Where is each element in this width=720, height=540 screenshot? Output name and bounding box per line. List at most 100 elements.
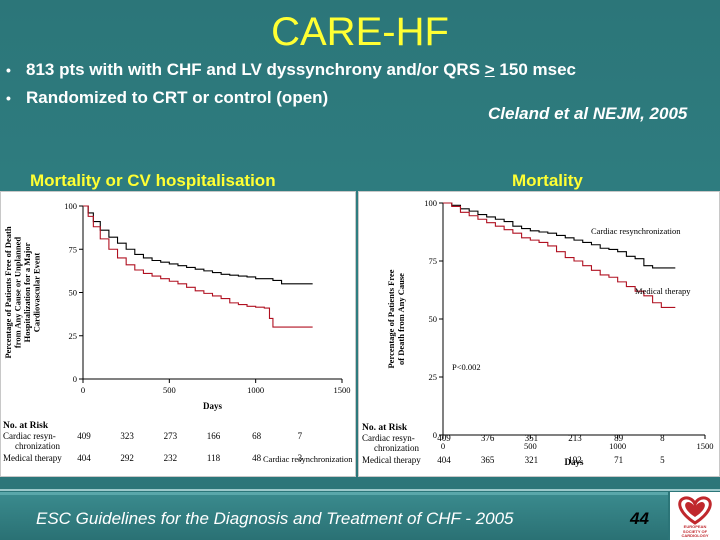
risk-value: 8 (660, 433, 665, 443)
risk-row-label: Medical therapy (3, 453, 62, 463)
bullet-text: Randomized to CRT or control (open) (26, 88, 329, 107)
risk-value: 192 (568, 455, 582, 465)
risk-value: 404 (437, 455, 451, 465)
x-tick-label: 1500 (697, 441, 714, 451)
risk-value: 118 (206, 453, 221, 463)
risk-value: 71 (614, 455, 624, 465)
y-tick-label: 75 (69, 244, 78, 254)
risk-table: No. at Risk Cardiac resyn-chronization 409… (3, 421, 357, 465)
y-tick-label: 75 (429, 256, 438, 266)
x-tick-label: 1500 (334, 385, 351, 395)
series-line-crt (83, 205, 313, 285)
y-axis-label: Percentage of Patients Free of Death from… (386, 269, 406, 368)
risk-value: 323 (120, 431, 134, 441)
risk-value: 273 (163, 431, 178, 441)
y-tick-label: 25 (429, 372, 438, 382)
esc-logo: EUROPEAN SOCIETY OF CARDIOLOGY (670, 492, 720, 540)
chart-panel-mortality: 0 25 50 75 100 0 500 1000 1500 Days Percentage of … (358, 191, 720, 477)
bullet-list: • 813 pts with with CHF and LV dyssynchr… (6, 60, 576, 116)
page-number: 44 (630, 509, 649, 528)
risk-row-label: Medical therapy (362, 455, 421, 465)
risk-row-label-line: Cardiac resyn- (362, 433, 415, 443)
y-tick-label: 100 (64, 201, 77, 211)
risk-value: 166 (206, 431, 221, 441)
risk-value: 68 (252, 431, 262, 441)
bullet-dot-icon: • (6, 90, 11, 106)
y-axis-label-line: Cardiovascular Event (32, 253, 42, 333)
y-tick-label: 50 (429, 314, 438, 324)
risk-table-header: No. at Risk (3, 421, 49, 431)
y-tick-label: 100 (424, 198, 437, 208)
bullet-item: • Randomized to CRT or control (open) (6, 88, 576, 116)
series-label: Cardiac resynchronization (591, 226, 681, 236)
logo-text-line: EUROPEAN (683, 524, 707, 529)
risk-value: 3 (297, 453, 303, 463)
x-tick-label: 1000 (609, 441, 626, 451)
risk-table: No. at Risk Cardiac resyn-chronization 409… (362, 423, 720, 467)
risk-row-label-line: Cardiac resyn- (3, 431, 56, 441)
risk-table-row: Medical therapy 404 292 232 118 48 3 (3, 453, 357, 465)
x-tick-label: 1000 (247, 385, 264, 395)
risk-value: 7 (297, 431, 303, 441)
panel-title-left: Mortality or CV hospitalisation (30, 171, 276, 190)
y-axis-label-line: from Any Cause or Unplanned (13, 237, 23, 348)
x-axis-label: Days (203, 401, 222, 411)
risk-value: 89 (614, 433, 624, 443)
risk-value: 409 (437, 433, 451, 443)
risk-value: 48 (252, 453, 262, 463)
footer-rule (0, 489, 720, 491)
x-tick-label: 500 (163, 385, 176, 395)
y-axis-label-line: Percentage of Patients Free (386, 269, 396, 368)
risk-value: 321 (524, 455, 539, 465)
bullet-text-end: 150 msec (494, 60, 576, 79)
x-tick-label: 0 (81, 385, 85, 395)
bullet-item: • 813 pts with with CHF and LV dyssynchr… (6, 60, 576, 88)
risk-table-row: Cardiac resyn-chronization 409 323 273 166 68… (3, 431, 357, 453)
panel-title-right: Mortality (512, 171, 583, 190)
heart-logo-icon (678, 496, 712, 525)
series-label: Medical therapy (635, 286, 691, 296)
series-line-medical (443, 202, 676, 308)
series-line-crt (443, 202, 676, 269)
citation: Cleland et al NEJM, 2005 (488, 104, 688, 123)
bullet-text-start: 813 pts with with CHF and LV dyssynchron… (26, 60, 485, 79)
risk-value: 351 (524, 433, 539, 443)
risk-value: 213 (568, 433, 582, 443)
risk-value: 292 (120, 453, 134, 463)
risk-value: 376 (480, 433, 495, 443)
bullet-dot-icon: • (6, 62, 11, 78)
ge-symbol: > (484, 60, 495, 79)
footer-text: ESC Guidelines for the Diagnosis and Tre… (36, 509, 514, 528)
risk-value: 232 (163, 453, 178, 463)
series-line-medical (83, 205, 313, 328)
y-axis-label-line: of Death from Any Cause (396, 273, 406, 365)
risk-table-row: Cardiac resyn-chronization 409 376 351 213 89… (362, 433, 720, 455)
x-tick-label: 0 (441, 441, 445, 451)
y-tick-label: 50 (69, 288, 78, 298)
series-label: Cardiac resynchronization (263, 454, 353, 464)
y-tick-label: 0 (433, 430, 437, 440)
risk-value: 5 (660, 455, 665, 465)
bullet-text: 813 pts with with CHF and LV dyssynchron… (26, 60, 576, 80)
x-tick-label: 500 (524, 441, 537, 451)
y-axis-label-line: Percentage of Patients Free of Death (3, 226, 13, 358)
chart-panel-combined-endpoint: 0 25 50 75 100 0 500 1000 1500 Days Percentage of … (0, 191, 356, 477)
x-axis-label: Days (564, 457, 583, 467)
slide-title: CARE-HF (271, 10, 449, 54)
y-tick-label: 25 (69, 331, 78, 341)
risk-row-label: Cardiac resyn-chronization (362, 433, 419, 453)
risk-table-header: No. at Risk (362, 423, 408, 433)
p-value: P<0.002 (452, 362, 481, 372)
y-tick-label: 0 (73, 374, 77, 384)
logo-text-line: CARDIOLOGY (681, 533, 709, 538)
risk-value: 365 (480, 455, 495, 465)
risk-row-label-line: chronization (374, 443, 419, 453)
risk-value: 404 (77, 453, 91, 463)
risk-row-label-line: Medical therapy (362, 455, 421, 465)
risk-table-row: Medical therapy 404 365 321 192 71 5 (362, 455, 720, 467)
y-axis-label: Percentage of Patients Free of Death from… (3, 226, 42, 358)
y-axis-label-line: Hospitalization for a Major (22, 242, 32, 342)
risk-row-label-line: chronization (15, 441, 60, 451)
